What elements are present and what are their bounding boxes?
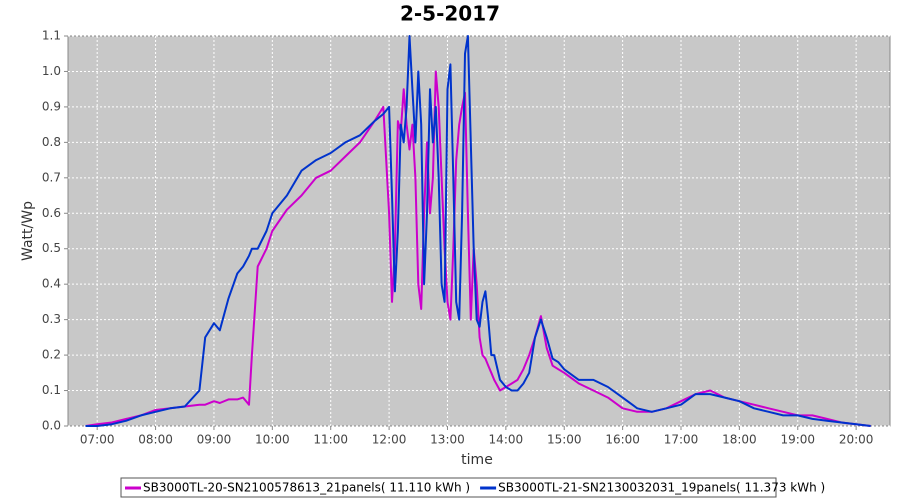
x-tick-label: 09:00 <box>197 433 232 447</box>
y-tick-label: 0.1 <box>42 383 61 397</box>
y-tick-label: 0.8 <box>42 135 61 149</box>
legend-label: SB3000TL-21-SN2130032031_19panels( 11.37… <box>498 481 825 495</box>
x-tick-label: 12:00 <box>372 433 407 447</box>
x-tick-label: 19:00 <box>780 433 815 447</box>
legend-label: SB3000TL-20-SN2100578613_21panels( 11.11… <box>143 481 470 495</box>
x-tick-label: 15:00 <box>547 433 582 447</box>
x-tick-label: 20:00 <box>839 433 874 447</box>
y-tick-label: 0.5 <box>42 241 61 255</box>
x-tick-label: 11:00 <box>313 433 348 447</box>
x-tick-label: 14:00 <box>489 433 524 447</box>
y-tick-label: 0.0 <box>42 419 61 433</box>
series-line <box>85 35 871 427</box>
x-tick-label: 17:00 <box>664 433 699 447</box>
x-tick-label: 18:00 <box>722 433 757 447</box>
x-tick-label: 07:00 <box>80 433 115 447</box>
y-tick-label: 0.3 <box>42 312 61 326</box>
y-tick-label: 1.0 <box>42 64 61 78</box>
y-axis-label: Watt/Wp <box>20 201 36 261</box>
x-tick-label: 13:00 <box>430 433 465 447</box>
y-tick-label: 0.9 <box>42 99 61 113</box>
x-tick-label: 08:00 <box>138 433 173 447</box>
y-tick-label: 0.7 <box>42 170 61 184</box>
chart-title: 2-5-2017 <box>400 2 500 26</box>
legend-box <box>120 477 777 498</box>
y-tick-label: 1.1 <box>42 29 61 43</box>
y-tick-label: 0.2 <box>42 348 61 362</box>
y-tick-label: 0.6 <box>42 206 61 220</box>
series-line <box>85 70 871 427</box>
x-tick-label: 10:00 <box>255 433 290 447</box>
y-tick-label: 0.4 <box>42 277 61 291</box>
plot-area <box>67 35 891 427</box>
x-tick-label: 16:00 <box>605 433 640 447</box>
x-axis-label: time <box>461 452 493 468</box>
